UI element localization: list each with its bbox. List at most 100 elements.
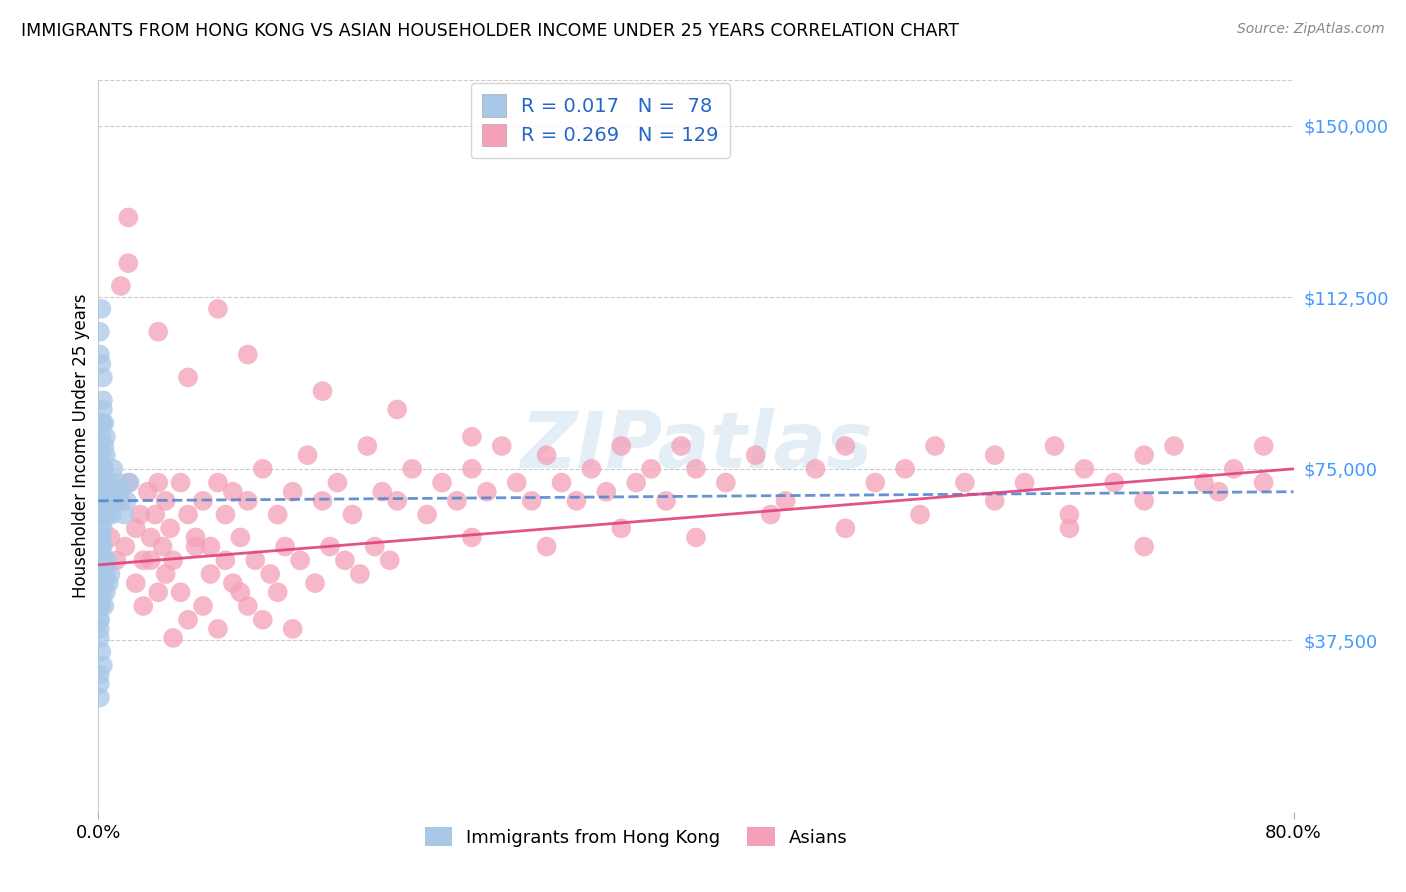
Point [89, 508, 111, 522]
Text: IMMIGRANTS FROM HONG KONG VS ASIAN HOUSEHOLDER INCOME UNDER 25 YEARS CORRELATION: IMMIGRANTS FROM HONG KONG VS ASIAN HOUSE… [21, 22, 959, 40]
Point [148, 475, 170, 490]
Point [110, 279, 132, 293]
Point [91, 658, 114, 673]
Point [90, 301, 112, 316]
Point [90, 493, 112, 508]
Point [222, 484, 245, 499]
Point [214, 508, 236, 522]
Point [207, 475, 229, 490]
Point [342, 508, 364, 522]
Point [1104, 475, 1126, 490]
Point [475, 484, 498, 499]
Point [267, 508, 290, 522]
Point [610, 439, 633, 453]
Point [91, 402, 114, 417]
Point [93, 416, 115, 430]
Point [90, 645, 112, 659]
Point [610, 521, 633, 535]
Point [94, 567, 117, 582]
Point [745, 448, 768, 462]
Point [97, 493, 120, 508]
Point [1043, 439, 1066, 453]
Point [267, 585, 290, 599]
Point [281, 622, 304, 636]
Point [319, 540, 342, 554]
Point [297, 448, 319, 462]
Point [984, 493, 1007, 508]
Point [89, 599, 111, 613]
Point [89, 576, 111, 591]
Point [110, 493, 132, 508]
Point [804, 462, 827, 476]
Point [311, 384, 333, 398]
Point [1163, 439, 1185, 453]
Point [89, 613, 111, 627]
Point [177, 508, 200, 522]
Point [90, 553, 112, 567]
Point [93, 484, 115, 499]
Point [91, 540, 114, 554]
Text: ZIPatlas: ZIPatlas [520, 408, 872, 484]
Point [184, 530, 207, 544]
Point [90, 530, 112, 544]
Point [1253, 475, 1275, 490]
Point [115, 493, 138, 508]
Point [1059, 508, 1081, 522]
Point [94, 508, 117, 522]
Point [245, 553, 267, 567]
Point [90, 430, 112, 444]
Point [89, 475, 111, 490]
Point [214, 553, 236, 567]
Point [924, 439, 946, 453]
Point [91, 553, 114, 567]
Point [125, 576, 148, 591]
Point [148, 325, 170, 339]
Point [90, 475, 112, 490]
Point [236, 599, 259, 613]
Point [191, 599, 214, 613]
Point [132, 553, 155, 567]
Point [91, 370, 114, 384]
Point [112, 508, 135, 522]
Point [136, 484, 159, 499]
Point [91, 585, 114, 599]
Point [908, 508, 931, 522]
Point [117, 211, 139, 225]
Point [252, 613, 274, 627]
Point [595, 484, 617, 499]
Point [90, 508, 112, 522]
Point [91, 493, 114, 508]
Point [1059, 521, 1081, 535]
Point [89, 347, 111, 362]
Point [90, 357, 112, 371]
Point [89, 585, 111, 599]
Point [91, 484, 114, 499]
Point [1133, 448, 1156, 462]
Point [274, 540, 297, 554]
Legend: Immigrants from Hong Kong, Asians: Immigrants from Hong Kong, Asians [418, 820, 855, 854]
Point [129, 508, 152, 522]
Point [834, 439, 856, 453]
Point [685, 462, 707, 476]
Point [90, 540, 112, 554]
Point [162, 631, 184, 645]
Point [1133, 493, 1156, 508]
Point [97, 576, 120, 591]
Point [94, 448, 117, 462]
Point [177, 370, 200, 384]
Point [984, 448, 1007, 462]
Point [125, 521, 148, 535]
Point [162, 553, 184, 567]
Point [91, 416, 114, 430]
Point [169, 585, 191, 599]
Point [364, 540, 387, 554]
Point [91, 508, 114, 522]
Point [103, 462, 125, 476]
Point [96, 484, 118, 499]
Point [640, 462, 662, 476]
Point [385, 493, 409, 508]
Point [834, 521, 856, 535]
Point [98, 475, 122, 490]
Point [93, 462, 115, 476]
Point [93, 508, 115, 522]
